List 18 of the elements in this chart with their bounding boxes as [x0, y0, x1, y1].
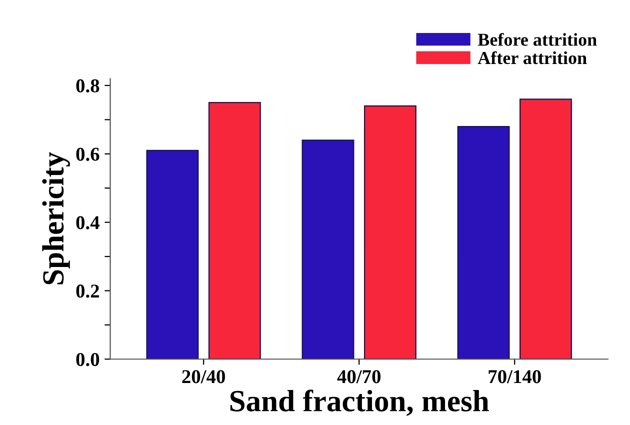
y-tick-label: 0.0 [76, 352, 100, 366]
y-axis-title: Sphericity [42, 152, 70, 284]
x-tick-label: 70/140 [488, 370, 541, 384]
y-tick-label: 0.4 [76, 216, 100, 230]
y-tick-label: 0.2 [76, 284, 99, 298]
x-axis-title: Sand fraction, mesh [230, 390, 489, 416]
y-tick-label: 0.8 [76, 79, 100, 92]
legend-label: Before attrition [478, 32, 597, 46]
legend-label: After attrition [478, 51, 587, 64]
x-tick-label: 40/70 [337, 370, 381, 384]
bar [520, 98, 572, 360]
bar [302, 140, 354, 360]
bar [364, 105, 416, 360]
bar [146, 150, 199, 360]
bar [208, 102, 261, 360]
bar [457, 126, 510, 360]
y-tick-label: 0.6 [76, 148, 100, 161]
x-tick-label: 20/40 [182, 370, 225, 384]
